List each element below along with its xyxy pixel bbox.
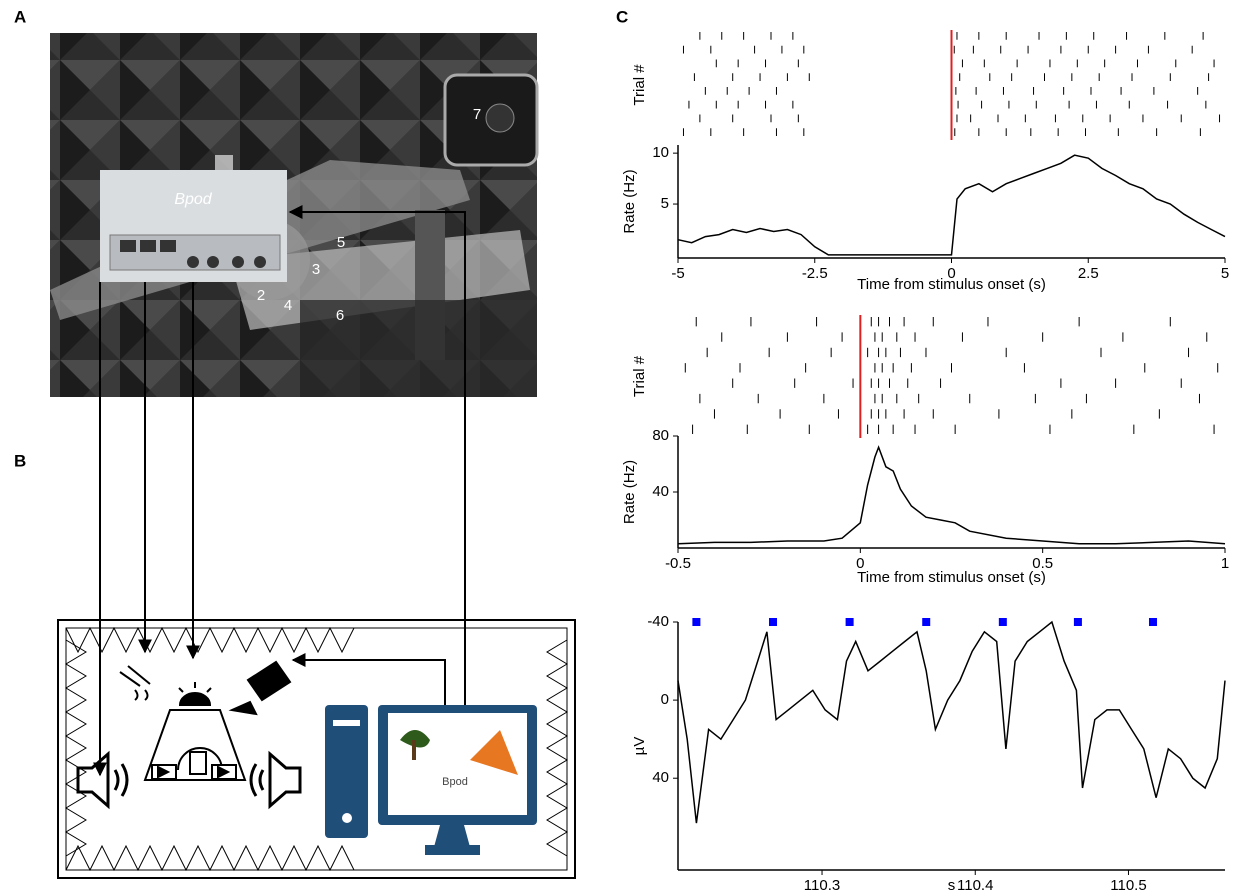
photo-label: 7 <box>473 106 481 123</box>
raster-y-label: Trial # <box>631 64 648 106</box>
x-tick-label: -2.5 <box>802 265 828 282</box>
rate-line <box>678 622 1225 823</box>
stimulus-marker <box>1074 618 1082 626</box>
x-tick-label: 110.4 <box>957 877 993 894</box>
stimulus-marker <box>999 618 1007 626</box>
screen-title: Bpod <box>442 776 468 788</box>
rate-line <box>678 155 1225 255</box>
y-axis-label: µV <box>631 737 648 756</box>
x-tick-label: 110.3 <box>804 877 840 894</box>
panel-label: A <box>14 7 26 26</box>
photo-label: 2 <box>257 287 265 304</box>
panel-label: C <box>616 7 628 26</box>
x-axis-label: s <box>948 877 956 894</box>
x-axis-label: Time from stimulus onset (s) <box>857 569 1046 586</box>
x-tick-label: -0.5 <box>665 555 691 572</box>
photo-label: 5 <box>337 234 345 251</box>
stimulus-marker <box>692 618 700 626</box>
raster-y-label: Trial # <box>631 355 648 397</box>
y-tick-label: 40 <box>652 769 669 786</box>
x-tick-label: 1 <box>1221 555 1229 572</box>
y-tick-label: 10 <box>652 144 669 161</box>
rate-line <box>678 447 1225 544</box>
y-tick-label: 40 <box>652 483 669 500</box>
x-tick-label: 5 <box>1221 265 1229 282</box>
device-title: Bpod <box>174 191 212 208</box>
x-tick-label: -5 <box>671 265 684 282</box>
x-axis-label: Time from stimulus onset (s) <box>857 276 1046 293</box>
photo-label: 3 <box>312 261 320 278</box>
x-tick-label: 2.5 <box>1078 265 1099 282</box>
stimulus-marker <box>769 618 777 626</box>
photo-label: 6 <box>336 307 344 324</box>
x-tick-label: 110.5 <box>1110 877 1146 894</box>
stimulus-marker <box>1149 618 1157 626</box>
y-tick-label: 80 <box>652 427 669 444</box>
y-axis-label: Rate (Hz) <box>621 169 638 233</box>
y-tick-label: -40 <box>647 613 669 630</box>
stimulus-marker <box>846 618 854 626</box>
y-axis-label: Rate (Hz) <box>621 460 638 524</box>
panel-label: B <box>14 451 26 470</box>
y-tick-label: 5 <box>661 195 669 212</box>
stimulus-marker <box>922 618 930 626</box>
figure: A B C 1 2 3 4 5 6 7 Bpod Bpod -5 -2.5 0 2.5… <box>0 0 1235 894</box>
y-tick-label: 0 <box>661 691 669 708</box>
photo-label: 4 <box>284 297 292 314</box>
